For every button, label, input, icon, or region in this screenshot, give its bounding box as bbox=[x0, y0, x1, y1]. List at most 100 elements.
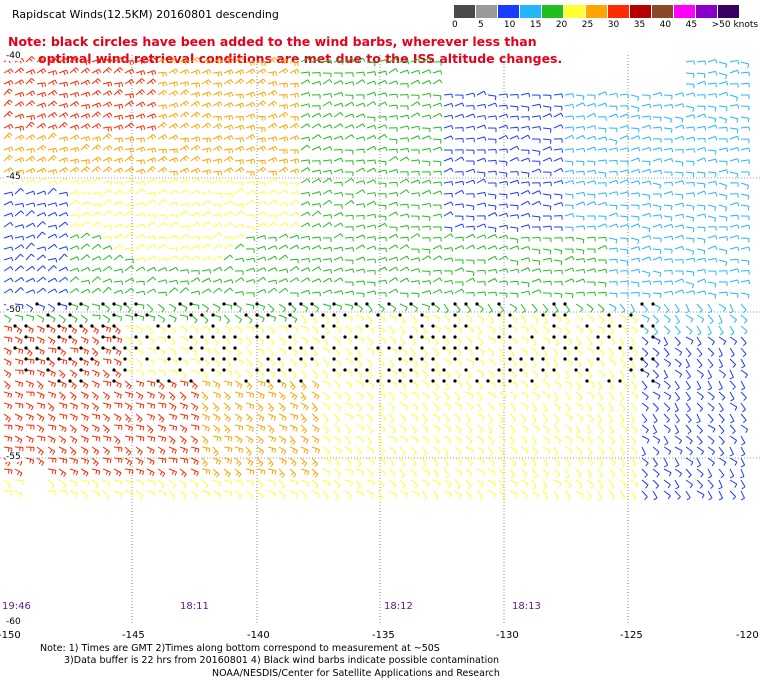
wind-barb bbox=[322, 402, 331, 411]
wind-barb bbox=[520, 413, 527, 424]
wind-barb bbox=[508, 313, 518, 323]
wind-barb bbox=[113, 268, 124, 274]
wind-barb bbox=[90, 324, 100, 335]
wind-barb bbox=[519, 368, 529, 378]
wind-barb bbox=[410, 159, 420, 164]
wind-barb bbox=[366, 424, 373, 434]
wind-barb bbox=[652, 270, 662, 277]
wind-barb bbox=[322, 199, 333, 206]
wind-barb bbox=[322, 358, 330, 368]
wind-barb bbox=[91, 156, 102, 163]
wind-barb bbox=[707, 204, 717, 212]
lon-label-140: -140 bbox=[247, 630, 270, 641]
wind-barb bbox=[57, 357, 68, 365]
wind-barb bbox=[421, 237, 431, 242]
wind-barb bbox=[267, 457, 274, 467]
wind-barb bbox=[157, 134, 168, 141]
wind-barb bbox=[80, 446, 89, 455]
wind-barb bbox=[212, 170, 222, 176]
wind-barb bbox=[311, 380, 320, 389]
wind-barb bbox=[91, 123, 102, 129]
lon-label-150: -150 bbox=[0, 630, 21, 641]
wind-barb bbox=[531, 190, 542, 195]
wind-barb bbox=[168, 402, 177, 411]
wind-barb bbox=[25, 402, 34, 411]
wind-barb bbox=[267, 468, 277, 475]
wind-barb bbox=[388, 277, 399, 283]
wind-barb bbox=[201, 325, 211, 333]
colorbar-label: 45 bbox=[685, 20, 698, 30]
wind-barb bbox=[69, 402, 78, 410]
wind-barb bbox=[498, 181, 509, 186]
wind-barb bbox=[212, 468, 220, 478]
wind-barb bbox=[365, 379, 375, 389]
wind-barb bbox=[245, 68, 256, 75]
wind-barb bbox=[509, 435, 515, 446]
wind-barb bbox=[289, 457, 297, 467]
wind-barb bbox=[267, 57, 278, 63]
wind-barb bbox=[344, 177, 355, 184]
wind-barb bbox=[542, 269, 552, 274]
wind-barb bbox=[80, 211, 91, 217]
wind-barb bbox=[190, 457, 199, 466]
wind-barb bbox=[608, 413, 614, 424]
wind-barb bbox=[410, 149, 420, 154]
wind-barb bbox=[135, 435, 145, 442]
wind-barb bbox=[740, 105, 750, 111]
wind-barb bbox=[597, 259, 607, 264]
wind-barb bbox=[102, 224, 113, 230]
wind-barb bbox=[14, 435, 23, 444]
wind-barb bbox=[399, 266, 410, 272]
wind-barb bbox=[420, 324, 428, 336]
wind-barb bbox=[69, 100, 80, 107]
wind-barb bbox=[289, 135, 300, 141]
wind-barb bbox=[289, 244, 300, 250]
wind-barb bbox=[322, 258, 333, 263]
wind-barb bbox=[3, 468, 13, 474]
wind-barb bbox=[311, 134, 322, 140]
wind-barb bbox=[630, 446, 638, 456]
wind-barb bbox=[343, 313, 353, 322]
wind-barb bbox=[333, 112, 344, 118]
wind-barb bbox=[355, 256, 366, 262]
wind-barb bbox=[564, 479, 572, 489]
wind-barb bbox=[135, 212, 146, 217]
wind-barb bbox=[332, 302, 343, 311]
wind-barb bbox=[168, 457, 178, 464]
wind-barb bbox=[487, 358, 496, 367]
wind-barb bbox=[157, 391, 166, 400]
wind-barb bbox=[189, 313, 198, 324]
wind-barb bbox=[278, 347, 287, 356]
wind-barb bbox=[91, 211, 102, 217]
wind-barb bbox=[652, 126, 662, 132]
wind-barb bbox=[91, 413, 101, 420]
colorbar-swatch bbox=[542, 5, 564, 18]
wind-barb bbox=[542, 257, 553, 263]
wind-barb bbox=[113, 468, 122, 477]
wind-barb bbox=[146, 413, 156, 421]
wind-barb bbox=[58, 391, 66, 401]
wind-barb bbox=[113, 167, 124, 174]
colorbar-swatch bbox=[652, 5, 674, 18]
wind-barb bbox=[729, 116, 739, 123]
wind-barb bbox=[168, 314, 177, 323]
wind-barb bbox=[586, 413, 594, 423]
wind-barb bbox=[311, 94, 321, 99]
wind-barb bbox=[212, 266, 223, 272]
wind-barb bbox=[674, 435, 683, 445]
wind-barb bbox=[377, 435, 384, 446]
wind-barb bbox=[641, 193, 651, 200]
wind-barb bbox=[388, 244, 399, 250]
wind-barb bbox=[564, 413, 573, 422]
wind-barb bbox=[366, 80, 377, 86]
wind-barb bbox=[663, 191, 674, 196]
wind-barb bbox=[288, 313, 298, 323]
wind-barb bbox=[619, 204, 629, 210]
wind-barb bbox=[663, 204, 673, 210]
lon-label-120: -120 bbox=[736, 630, 759, 641]
wind-barb bbox=[564, 435, 573, 444]
wind-barb bbox=[421, 171, 431, 176]
lat-label-50: -50 bbox=[6, 305, 21, 315]
wind-barb bbox=[167, 379, 177, 389]
wind-barb bbox=[256, 222, 267, 228]
